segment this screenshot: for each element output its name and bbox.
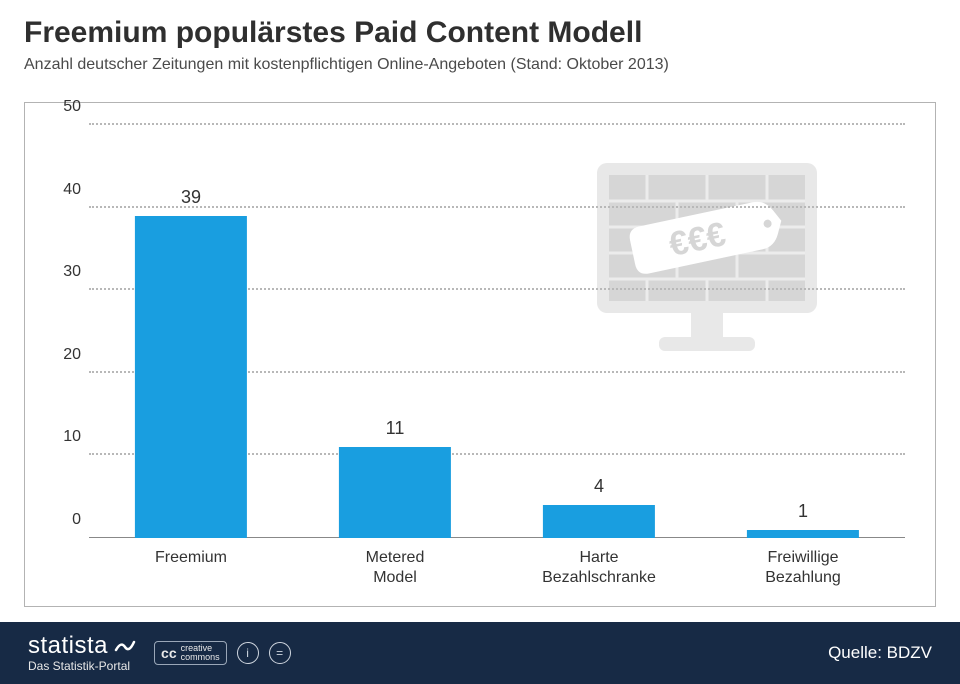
bar-value-label: 39 [181, 187, 201, 208]
x-category-label: Freemium [155, 548, 227, 568]
cc-label: cc [161, 646, 177, 660]
chart-subtitle: Anzahl deutscher Zeitungen mit kostenpfl… [24, 56, 936, 74]
bar-value-label: 1 [798, 501, 808, 522]
cc-license-group: cc creative commons i = [154, 641, 291, 665]
y-tick-label: 30 [43, 263, 81, 281]
logo-wave-icon [114, 635, 136, 657]
y-tick-label: 20 [43, 346, 81, 364]
y-tick-label: 10 [43, 428, 81, 446]
x-category-label: Harte Bezahlschranke [542, 548, 656, 588]
footer-left-group: statista Das Statistik-Portal cc creativ… [28, 634, 291, 672]
chart-title: Freemium populärstes Paid Content Modell [24, 16, 936, 50]
footer-bar: statista Das Statistik-Portal cc creativ… [0, 622, 960, 684]
source-label: Quelle: BDZV [828, 643, 932, 663]
bar-value-label: 11 [386, 418, 405, 439]
bar-value-label: 4 [594, 476, 604, 497]
plot-area: €€€ 0102030405039Freemium11Metered Model… [89, 125, 905, 538]
x-category-label: Metered Model [344, 548, 446, 588]
bar: 4 [543, 505, 655, 538]
bar-slot: 4Harte Bezahlschranke [497, 125, 701, 538]
logo-tagline: Das Statistik-Portal [28, 660, 130, 672]
y-tick-label: 50 [43, 98, 81, 116]
bar: 11 [339, 447, 451, 538]
info-icon: i [237, 642, 259, 664]
cc-text-2: commons [181, 653, 220, 662]
header: Freemium populärstes Paid Content Modell… [0, 0, 960, 84]
statista-logo: statista Das Statistik-Portal [28, 634, 136, 672]
y-tick-label: 40 [43, 181, 81, 199]
bar-slot: 39Freemium [89, 125, 293, 538]
cc-badge: cc creative commons [154, 641, 227, 665]
infographic-container: Freemium populärstes Paid Content Modell… [0, 0, 960, 684]
bar: 39 [135, 216, 247, 538]
chart-area: €€€ 0102030405039Freemium11Metered Model… [24, 102, 936, 607]
bar: 1 [747, 530, 859, 538]
bar-slot: 11Metered Model [293, 125, 497, 538]
equal-icon: = [269, 642, 291, 664]
x-category-label: Freiwillige Bezahlung [765, 548, 841, 588]
logo-name: statista [28, 634, 108, 658]
bar-slot: 1Freiwillige Bezahlung [701, 125, 905, 538]
y-tick-label: 0 [43, 511, 81, 529]
